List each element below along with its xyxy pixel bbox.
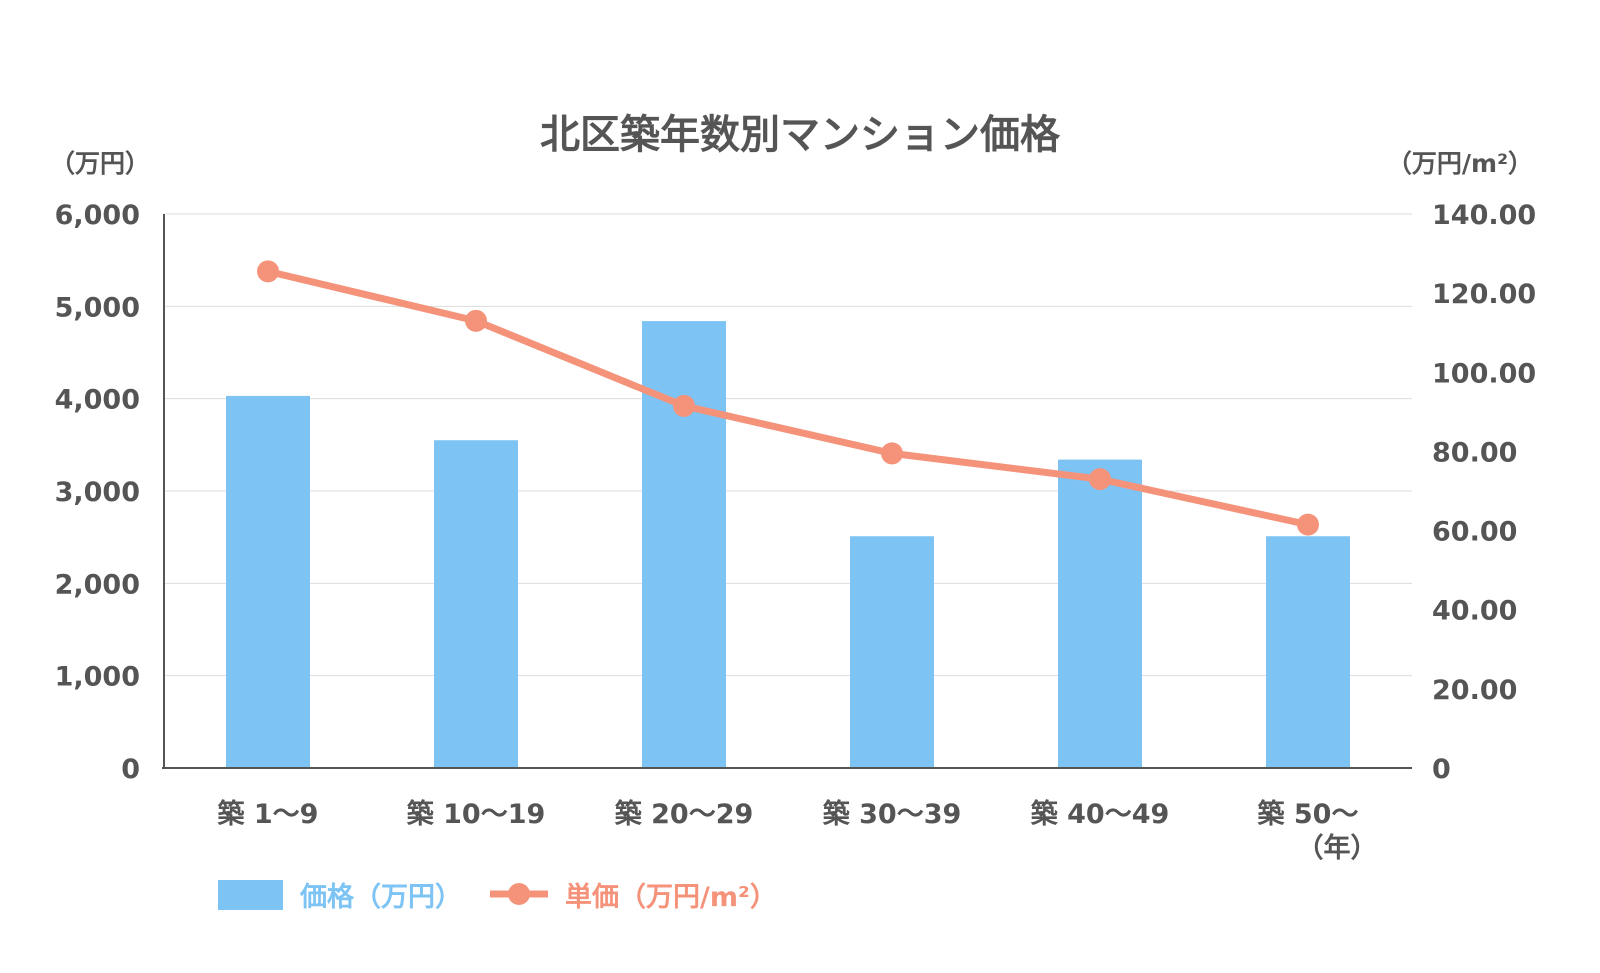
line-point [881,442,903,465]
left-tick-label: 4,000 [55,385,140,416]
category-label: 築 40〜49 [1030,798,1170,830]
line-point [1089,468,1111,491]
left-tick-label: 3,000 [55,477,140,508]
left-tick-label: 2,000 [55,569,140,600]
left-axis-unit: （万円） [50,149,150,178]
series-line [267,267,1309,529]
category-label: 築 10〜19 [406,798,546,830]
left-tick-label: 5,000 [55,292,140,323]
right-tick-label: 40.00 [1432,596,1517,627]
right-tick-label: 20.00 [1432,675,1517,706]
line-series [257,260,1319,536]
right-tick-label: 120.00 [1432,279,1536,310]
bar [850,536,934,768]
legend-swatch-marker [508,883,530,905]
right-tick-label: 140.00 [1432,200,1536,231]
chart-title: 北区築年数別マンション価格 [540,112,1061,158]
bar-series [226,321,1350,768]
legend: 価格（万円） 単価（万円/m²） [218,880,777,913]
right-tick-label: 0 [1432,754,1451,785]
right-tick-label: 100.00 [1432,358,1536,389]
left-tick-label: 1,000 [55,662,140,693]
right-tick-label: 60.00 [1432,517,1517,548]
category-label: 築 30〜39 [822,798,962,830]
left-axis-ticks: 0 1,000 2,000 3,000 4,000 5,000 6,000 [55,200,140,785]
line-point [673,394,695,417]
category-label: 築 20〜29 [614,798,754,830]
category-label: 築 1〜9 [217,798,319,830]
right-axis-unit: （万円/m²） [1387,149,1533,178]
category-label: 築 50〜 [1257,798,1359,830]
legend-label-bar: 価格（万円） [299,882,462,913]
legend-swatch-bar [218,880,283,910]
legend-label-line: 単価（万円/m²） [565,881,777,913]
bar [1058,459,1142,768]
bar [434,440,518,768]
bar [642,321,726,768]
x-axis-categories: 築 1〜9 築 10〜19 築 20〜29 築 30〜39 築 40〜49 築 50〜 [217,798,1359,830]
bar [226,395,310,768]
left-tick-label: 0 [121,754,140,785]
right-axis-ticks: 0 20.00 40.00 60.00 80.00 100.00 120.00 140.00 [1432,200,1536,785]
line-point [465,309,487,332]
line-point [257,260,279,283]
x-axis-unit: （年） [1297,832,1378,864]
left-tick-label: 6,000 [55,200,140,231]
line-point [1297,513,1319,536]
gridlines [164,213,1412,677]
right-tick-label: 80.00 [1432,437,1517,468]
bar [1266,536,1350,768]
